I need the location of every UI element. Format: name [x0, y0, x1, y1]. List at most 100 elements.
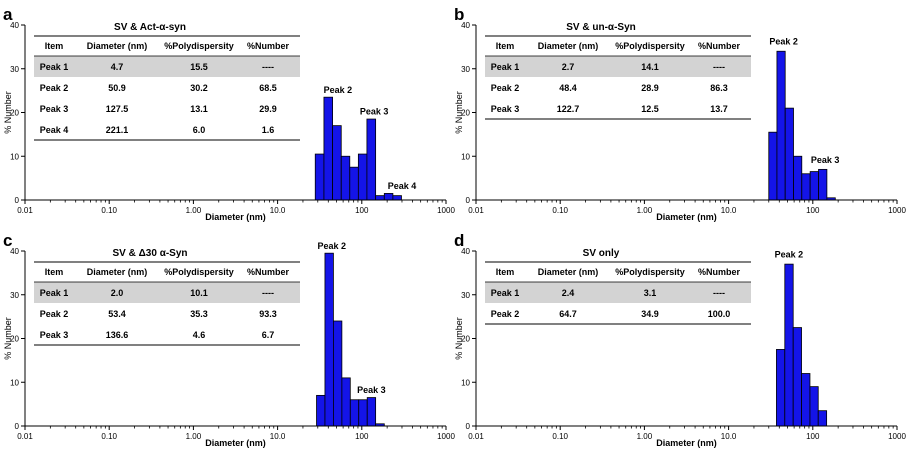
table-cell: 30.2: [190, 83, 208, 93]
panel-a: a 0 10 20 30 40 % Number 0.01 0.10 1.00 10.0 100 100…: [3, 5, 455, 222]
x-tick-label: 10.0: [270, 206, 286, 215]
table-header-cell: Diameter (nm): [87, 267, 148, 277]
table-cell: 34.9: [641, 309, 659, 319]
histogram-bar-8: [375, 195, 385, 201]
table-cell: 15.5: [190, 62, 208, 72]
table-cell: 28.9: [641, 83, 659, 93]
table-cell: ----: [713, 288, 725, 298]
table-cell: 86.3: [710, 83, 728, 93]
histogram-bar-5: [801, 173, 811, 201]
x-tick-label: 0.01: [468, 432, 484, 441]
x-tick-label: 100: [806, 206, 820, 215]
table-cell: 29.9: [259, 104, 277, 114]
table-cell: 68.5: [259, 83, 277, 93]
y-tick-label: 10: [10, 378, 19, 387]
histogram-bar-4: [801, 373, 811, 427]
histogram-bar-6: [809, 171, 819, 201]
table-cell: Peak 2: [491, 83, 520, 93]
histogram-bar-5: [349, 399, 360, 427]
histogram-bar-2: [776, 50, 786, 201]
table-header-cell: %Polydispersity: [615, 41, 685, 51]
table-cell: 10.1: [190, 288, 208, 298]
y-axis-label: % Number: [3, 91, 13, 134]
table-cell: Peak 3: [40, 104, 69, 114]
y-axis-label: % Number: [454, 317, 464, 360]
table-cell: 6.0: [193, 125, 206, 135]
histogram-bar-2: [324, 252, 334, 427]
table-cell: 13.1: [190, 104, 208, 114]
x-tick-label: 100: [355, 432, 369, 441]
x-tick-label: 0.01: [468, 206, 484, 215]
peak-annotation: Peak 3: [360, 107, 389, 117]
x-tick-label: 10.0: [270, 432, 286, 441]
table-cell: Peak 2: [491, 309, 520, 319]
panel-letter: b: [454, 5, 464, 24]
table-row-highlight: [485, 56, 751, 77]
peak-annotation: Peak 3: [357, 385, 386, 395]
x-tick-label: 1.00: [637, 206, 653, 215]
panel-d: d 0 10 20 30 40 % Number 0.01 0.10 1.00 10.0 100 100…: [454, 231, 906, 448]
y-axis-label: % Number: [454, 91, 464, 134]
x-tick-label: 0.01: [17, 206, 33, 215]
y-tick-label: 0: [15, 196, 20, 205]
table-cell: 4.6: [193, 330, 206, 340]
peak-annotation: Peak 2: [769, 37, 798, 47]
table-row-highlight: [34, 282, 300, 303]
y-axis-label: % Number: [3, 317, 13, 360]
y-tick-label: 20: [461, 109, 470, 118]
table-row-highlight: [34, 56, 300, 77]
histogram-bar-10: [392, 195, 402, 201]
table-title: SV only: [583, 248, 620, 259]
x-tick-label: 1000: [888, 206, 906, 215]
table-cell: 221.1: [106, 125, 129, 135]
y-tick-label: 10: [10, 152, 19, 161]
table-cell: 122.7: [557, 104, 580, 114]
x-tick-label: 0.10: [552, 206, 568, 215]
table-cell: Peak 1: [40, 288, 69, 298]
x-tick-label: 1000: [437, 432, 455, 441]
table-cell: Peak 3: [40, 330, 69, 340]
table-cell: 100.0: [708, 309, 731, 319]
histogram-bar-5: [809, 386, 819, 427]
histogram-bar-5: [349, 166, 359, 201]
table-header-cell: Item: [496, 41, 515, 51]
histogram-bar-1: [776, 349, 786, 427]
table-header-cell: %Number: [698, 267, 741, 277]
y-tick-label: 0: [466, 196, 471, 205]
histogram-bar-7: [818, 168, 828, 201]
table-header-cell: Item: [496, 267, 515, 277]
table-cell: 2.7: [562, 62, 575, 72]
y-tick-label: 20: [461, 335, 470, 344]
table-cell: 64.7: [559, 309, 577, 319]
y-tick-label: 40: [461, 247, 470, 256]
histogram-bar-3: [784, 107, 794, 201]
table-cell: ----: [262, 62, 274, 72]
panel-letter: d: [454, 231, 464, 250]
x-tick-label: 100: [355, 206, 369, 215]
table-cell: 4.7: [111, 62, 124, 72]
table-cell: 48.4: [559, 83, 577, 93]
table-title: SV & Act-α-syn: [114, 22, 186, 33]
histogram-bar-2: [323, 96, 333, 201]
table-header-cell: %Polydispersity: [615, 267, 685, 277]
table-cell: 12.5: [641, 104, 659, 114]
y-tick-label: 20: [10, 335, 19, 344]
table-header-cell: Diameter (nm): [87, 41, 148, 51]
histogram-bar-7: [366, 118, 377, 201]
histogram-bar-1: [768, 131, 778, 201]
histogram-bar-6: [817, 410, 828, 427]
table-header-cell: Item: [45, 41, 64, 51]
x-tick-label: 1.00: [186, 206, 202, 215]
x-axis-label: Diameter (nm): [656, 212, 717, 222]
table-cell: ----: [262, 288, 274, 298]
peak-annotation: Peak 4: [388, 181, 417, 191]
x-tick-label: 0.01: [17, 432, 33, 441]
table-cell: 53.4: [108, 309, 126, 319]
x-tick-label: 1.00: [637, 432, 653, 441]
table-row-highlight: [485, 282, 751, 303]
histogram-bar-9: [383, 193, 394, 201]
y-tick-label: 40: [10, 247, 19, 256]
table-cell: Peak 2: [40, 309, 69, 319]
table-header-cell: Diameter (nm): [538, 41, 599, 51]
table-cell: 35.3: [190, 309, 208, 319]
